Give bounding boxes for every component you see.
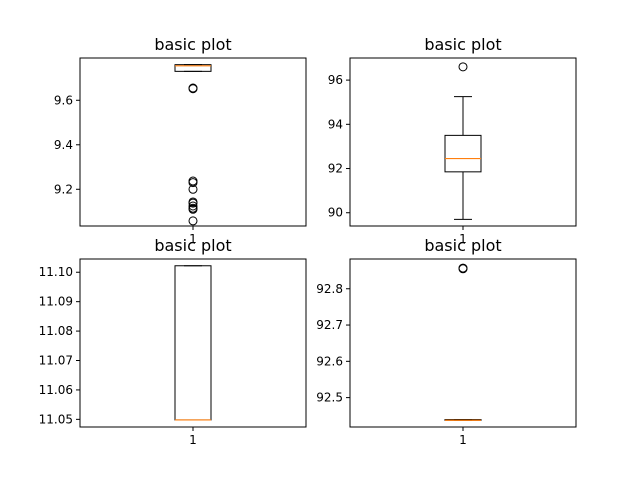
subplot-title: basic plot [154, 236, 231, 255]
box [444, 134, 482, 173]
x-tick-label: 1 [189, 433, 197, 447]
axes-frame [349, 57, 577, 227]
axes-frame [79, 57, 307, 227]
plot-marks: 92.5 92.6 92.7 92.8 1 [316, 263, 482, 447]
y-tick-label: 92 [328, 162, 343, 176]
subplot-title: basic plot [424, 236, 501, 255]
outlier-point [458, 62, 468, 72]
y-tick-label: 92.8 [316, 282, 343, 296]
outlier-point [188, 184, 198, 194]
plot-marks: 90 92 94 96 1 [328, 62, 482, 246]
axes-frame [349, 258, 577, 428]
box [174, 64, 212, 72]
outlier-point [188, 216, 198, 226]
x-tick-label: 1 [459, 433, 467, 447]
y-tick-label: 9.6 [54, 93, 73, 107]
y-tick-label: 11.08 [39, 324, 73, 338]
subplot-bottom-right: basic plot 92.5 92.6 92.7 92.8 1 [316, 236, 577, 447]
y-tick-label: 11.09 [39, 295, 73, 309]
x-tick-label: 1 [459, 232, 467, 246]
outlier-point [458, 264, 468, 274]
y-tick-label: 11.07 [39, 354, 73, 368]
outlier-point [188, 201, 198, 211]
y-tick-label: 92.6 [316, 354, 343, 368]
subplot-top-right: basic plot 90 92 94 96 1 [328, 35, 577, 246]
plot-marks: 9.2 9.4 9.6 1 [54, 64, 212, 246]
outlier-point [188, 204, 198, 214]
axes-frame [79, 258, 307, 428]
subplot-top-left: basic plot 9.2 9.4 9.6 1 [54, 35, 307, 246]
y-tick-label: 92.5 [316, 391, 343, 405]
subplot-title: basic plot [154, 35, 231, 54]
y-tick-label: 11.10 [39, 265, 73, 279]
y-tick-label: 11.05 [39, 412, 73, 426]
plot-marks: 11.05 11.06 11.07 11.08 11.09 11.10 1 [39, 265, 212, 447]
subplot-bottom-left: basic plot 11.05 11.06 11.07 11.08 11.09 11.1… [39, 236, 307, 447]
y-tick-label: 9.4 [54, 138, 73, 152]
y-tick-label: 96 [328, 73, 343, 87]
y-tick-label: 94 [328, 117, 343, 131]
y-tick-label: 9.2 [54, 182, 73, 196]
y-tick-label: 90 [328, 206, 343, 220]
y-tick-label: 11.06 [39, 383, 73, 397]
x-tick-label: 1 [189, 232, 197, 246]
subplot-title: basic plot [424, 35, 501, 54]
y-tick-label: 92.7 [316, 318, 343, 332]
outlier-point [188, 84, 198, 94]
outlier-point [188, 178, 198, 188]
outlier-point [188, 198, 198, 208]
